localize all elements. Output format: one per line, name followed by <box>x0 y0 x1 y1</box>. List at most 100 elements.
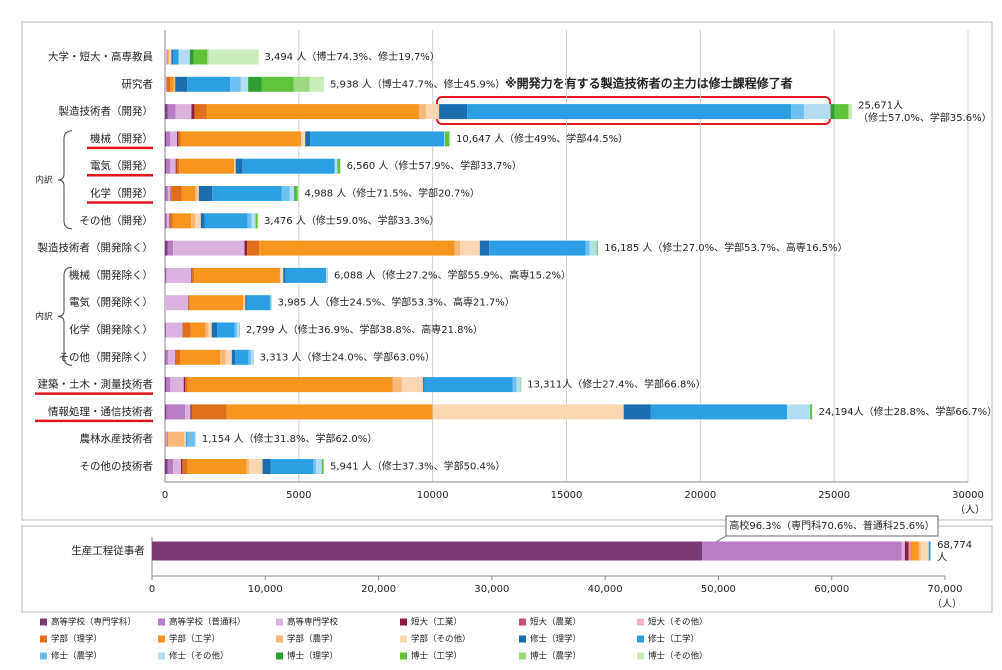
bar-segment <box>172 213 192 229</box>
bar-segment <box>516 377 521 393</box>
x-tick-label: 20000 <box>684 490 716 501</box>
bar-segment <box>165 131 167 147</box>
brace <box>57 130 73 230</box>
bar-segment <box>166 377 171 393</box>
x-tick-label: 60,000 <box>814 584 849 595</box>
bar-segment <box>208 322 212 338</box>
legend-swatch <box>637 652 644 660</box>
bar-segment <box>849 104 853 120</box>
bottom-frame <box>21 525 993 613</box>
bar-segment <box>169 213 170 229</box>
bar-segment <box>235 349 249 365</box>
legend-label: 修士（その他） <box>169 651 229 662</box>
bar-segment <box>293 76 310 92</box>
bar-segment <box>910 541 912 561</box>
category-label: 大学・短大・高専教員 <box>48 50 153 63</box>
bar-segment <box>439 104 468 120</box>
bar-segment <box>326 267 328 283</box>
legend-label: 短大（その他） <box>648 617 708 628</box>
bar-segment <box>444 131 445 147</box>
legend-swatch <box>519 618 526 626</box>
category-label: その他（開発除く） <box>59 350 154 363</box>
x-tick-label: 30000 <box>952 490 984 501</box>
x-unit: （人） <box>932 598 962 610</box>
bar-segment <box>392 377 402 393</box>
bar-segment <box>176 158 180 174</box>
bar-segment <box>165 349 166 365</box>
bar-segment <box>181 186 196 201</box>
x-tick-label: 40,000 <box>588 584 623 595</box>
bar-segment <box>245 295 247 311</box>
bar-segment <box>918 541 921 561</box>
bar-segment <box>166 131 171 147</box>
bar-segment <box>444 131 446 147</box>
bar-segment <box>165 186 166 201</box>
bar-segment <box>205 322 209 338</box>
breakdown-label: 内訳 <box>35 311 53 322</box>
bar-segment <box>168 431 185 447</box>
category-label: その他（開発） <box>80 214 154 227</box>
bar-segment <box>165 431 166 447</box>
category-label: 研究者 <box>122 77 154 90</box>
bar-segment <box>244 240 248 256</box>
bar-segment <box>167 186 171 201</box>
bar-segment <box>187 76 231 92</box>
bar-segment <box>170 186 172 201</box>
legend-swatch <box>158 635 165 643</box>
bar-segment <box>285 267 327 283</box>
bar-segment <box>208 49 259 65</box>
bar-segment <box>300 131 306 147</box>
bar-segment <box>187 431 195 447</box>
bar-segment <box>190 404 192 420</box>
bar-segment <box>170 158 176 174</box>
legend-swatch <box>519 652 526 660</box>
bar-segment <box>812 404 813 420</box>
x-tick-label: 25000 <box>818 490 850 501</box>
bar-segment <box>182 322 191 338</box>
bar-segment <box>283 267 286 283</box>
bar-segment <box>179 349 221 365</box>
bar-segment <box>194 267 280 283</box>
bar-segment <box>184 431 187 447</box>
bar-segment <box>165 76 167 92</box>
bar-segment <box>175 104 192 120</box>
bar-segment <box>190 322 206 338</box>
bar-segment <box>467 104 792 120</box>
bar-segment <box>848 104 850 120</box>
total-label: 68,774 人 <box>937 540 972 564</box>
legend-label: 高等学校（専門学科） <box>51 617 136 628</box>
bar-segment <box>454 240 460 256</box>
bar-segment <box>207 49 209 65</box>
category-label: 情報処理・通信技術者 <box>48 405 153 418</box>
bar-segment <box>152 541 703 561</box>
bar-segment <box>270 295 272 311</box>
bar-segment <box>930 541 932 561</box>
x-tick-label: 0 <box>149 584 155 595</box>
bar-segment <box>246 295 271 311</box>
bar-segment <box>247 213 252 229</box>
bar-segment <box>262 459 271 474</box>
bar-segment <box>424 377 513 393</box>
bar-segment <box>170 377 184 393</box>
bar-segment <box>231 349 236 365</box>
bar-segment <box>200 213 205 229</box>
bar-segment <box>234 158 236 174</box>
bar-segment <box>261 76 294 92</box>
legend-swatch <box>40 652 47 660</box>
category-label: 化学（開発） <box>90 187 153 200</box>
bar-segment <box>803 104 831 120</box>
bar-segment <box>167 459 174 474</box>
bar-segment <box>251 349 254 365</box>
bar-segment <box>185 404 191 420</box>
legend-label: 学部（理学） <box>51 634 102 645</box>
bar-segment <box>165 267 167 283</box>
bar-segment <box>194 431 196 447</box>
bar-segment <box>211 322 218 338</box>
bar-segment <box>167 431 169 447</box>
category-label: その他の技術者 <box>80 460 154 473</box>
bar-segment <box>928 541 931 561</box>
legend-swatch <box>276 635 283 643</box>
bar-segment <box>175 76 188 92</box>
legend-label: 学部（その他） <box>411 634 471 645</box>
bar-segment <box>289 186 295 201</box>
